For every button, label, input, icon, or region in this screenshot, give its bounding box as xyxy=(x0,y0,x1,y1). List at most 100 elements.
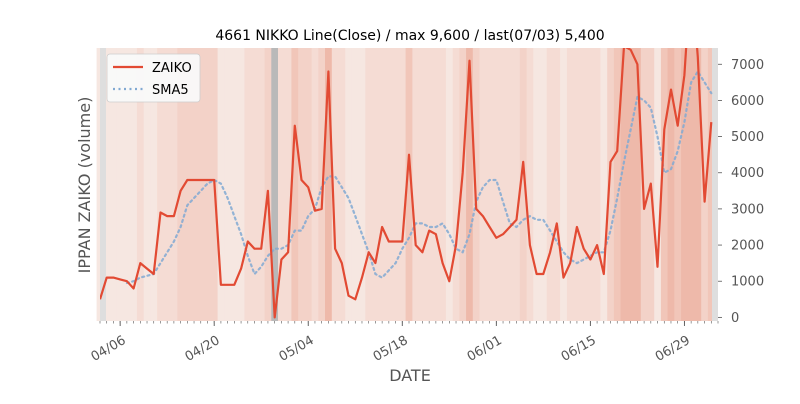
day-band xyxy=(640,48,649,321)
day-band xyxy=(130,48,138,321)
plot-edge-band xyxy=(100,48,106,321)
day-band xyxy=(546,48,554,321)
day-band xyxy=(587,48,595,321)
day-band xyxy=(479,48,487,321)
day-band xyxy=(439,48,447,321)
day-band xyxy=(231,48,239,321)
day-band xyxy=(278,48,286,321)
day-band xyxy=(190,48,198,321)
x-tick-label: 04/06 xyxy=(89,333,129,365)
day-band xyxy=(224,48,232,321)
day-band xyxy=(398,48,407,321)
day-band xyxy=(445,48,454,321)
x-tick-label: 06/29 xyxy=(653,333,693,365)
day-band xyxy=(613,48,622,321)
day-band xyxy=(600,48,608,321)
x-tick-label: 04/20 xyxy=(183,333,223,365)
day-band xyxy=(177,48,185,321)
day-band xyxy=(291,48,299,321)
y-tick-label: 7000 xyxy=(731,58,764,73)
day-band xyxy=(553,48,561,321)
day-band xyxy=(365,48,373,321)
legend-label-sma5: SMA5 xyxy=(152,83,189,98)
day-band xyxy=(459,48,467,321)
day-band xyxy=(244,48,252,321)
x-axis-label: DATE xyxy=(389,366,431,385)
day-band xyxy=(627,48,635,321)
day-band xyxy=(419,48,427,321)
day-band xyxy=(378,48,387,321)
day-band xyxy=(345,48,353,321)
day-band xyxy=(519,48,528,321)
day-band xyxy=(304,48,313,321)
day-band xyxy=(136,48,145,321)
day-band xyxy=(560,48,568,321)
day-band xyxy=(513,48,521,321)
day-band xyxy=(331,48,340,321)
y-tick-label: 2000 xyxy=(731,239,764,254)
day-band xyxy=(540,48,548,321)
legend-label-zaiko: ZAIKO xyxy=(152,61,192,76)
series-line-sma5 xyxy=(125,70,713,285)
day-band xyxy=(298,48,306,321)
y-tick-label: 1000 xyxy=(731,275,764,290)
day-band xyxy=(311,48,319,321)
day-band xyxy=(674,48,682,321)
day-band xyxy=(580,48,588,321)
day-band xyxy=(660,48,669,321)
y-axis: 0 1000 2000 3000 4000 5000 6000 7000 xyxy=(718,58,764,326)
day-band xyxy=(694,48,702,321)
x-tick-label: 06/01 xyxy=(465,333,505,365)
y-tick-label: 6000 xyxy=(731,94,764,109)
day-band xyxy=(163,48,172,321)
day-band xyxy=(385,48,393,321)
day-band xyxy=(143,48,151,321)
day-band xyxy=(499,48,507,321)
y-axis-label: IPPAN ZAIKO (volume) xyxy=(75,97,94,274)
day-band xyxy=(412,48,420,321)
day-band xyxy=(607,48,615,321)
chart-title: 4661 NIKKO Line(Close) / max 9,600 / las… xyxy=(215,28,604,44)
day-band xyxy=(110,48,118,321)
day-band xyxy=(405,48,413,321)
day-band xyxy=(593,48,601,321)
plot-edge-band xyxy=(712,48,718,321)
day-band xyxy=(566,48,575,321)
x-tick-label: 05/18 xyxy=(371,333,411,365)
day-band xyxy=(237,48,245,321)
day-band xyxy=(170,48,178,321)
day-band xyxy=(573,48,581,321)
day-band xyxy=(707,48,716,321)
y-tick-label: 4000 xyxy=(731,166,764,181)
day-band xyxy=(338,48,346,321)
day-band xyxy=(197,48,205,321)
day-band xyxy=(667,48,675,321)
day-band xyxy=(123,48,131,321)
day-band xyxy=(157,48,165,321)
day-band xyxy=(251,48,259,321)
day-band xyxy=(325,48,333,321)
day-band xyxy=(687,48,696,321)
y-tick-label: 3000 xyxy=(731,202,764,217)
day-band xyxy=(116,48,125,321)
day-band xyxy=(533,48,541,321)
day-band xyxy=(526,48,534,321)
day-band xyxy=(634,48,642,321)
day-band xyxy=(506,48,514,321)
x-tick-label: 06/15 xyxy=(559,333,599,365)
day-band xyxy=(184,48,192,321)
day-band xyxy=(392,48,400,321)
day-band xyxy=(681,48,689,321)
series-layer xyxy=(100,48,713,319)
day-band xyxy=(486,48,494,321)
y-tick-label: 5000 xyxy=(731,130,764,145)
day-band xyxy=(271,48,279,321)
day-band xyxy=(472,48,481,321)
day-band xyxy=(654,48,662,321)
x-axis: 04/06 04/20 05/04 05/18 06/01 06/15 06/29 xyxy=(89,321,719,365)
day-band xyxy=(372,48,380,321)
day-band xyxy=(257,48,266,321)
day-band xyxy=(284,48,292,321)
